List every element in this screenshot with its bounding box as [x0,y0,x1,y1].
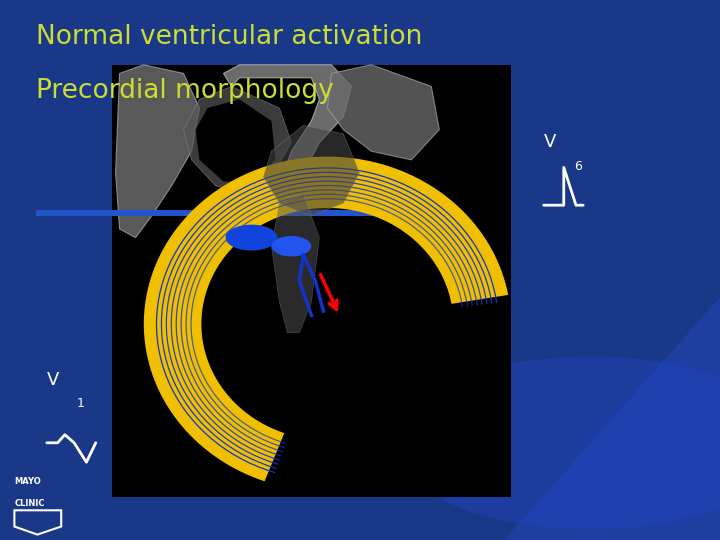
Bar [36,210,410,216]
Polygon shape [360,297,720,540]
Text: 1: 1 [77,397,85,410]
Text: V: V [544,133,556,151]
Text: CLINIC: CLINIC [14,498,45,508]
Text: MAYO: MAYO [14,477,41,486]
Text: V: V [47,371,59,389]
Polygon shape [328,65,439,160]
Polygon shape [144,157,508,481]
Polygon shape [116,65,199,238]
Polygon shape [196,99,276,181]
Polygon shape [216,219,439,429]
Ellipse shape [225,225,277,251]
Ellipse shape [392,356,720,529]
Text: 6: 6 [574,160,582,173]
Text: Normal ventricular activation: Normal ventricular activation [36,24,423,50]
Polygon shape [184,86,292,194]
Polygon shape [223,65,351,194]
Ellipse shape [271,236,311,256]
Bar [112,65,511,497]
Polygon shape [271,194,320,333]
Polygon shape [264,125,359,216]
Text: Precordial morphology: Precordial morphology [36,78,334,104]
